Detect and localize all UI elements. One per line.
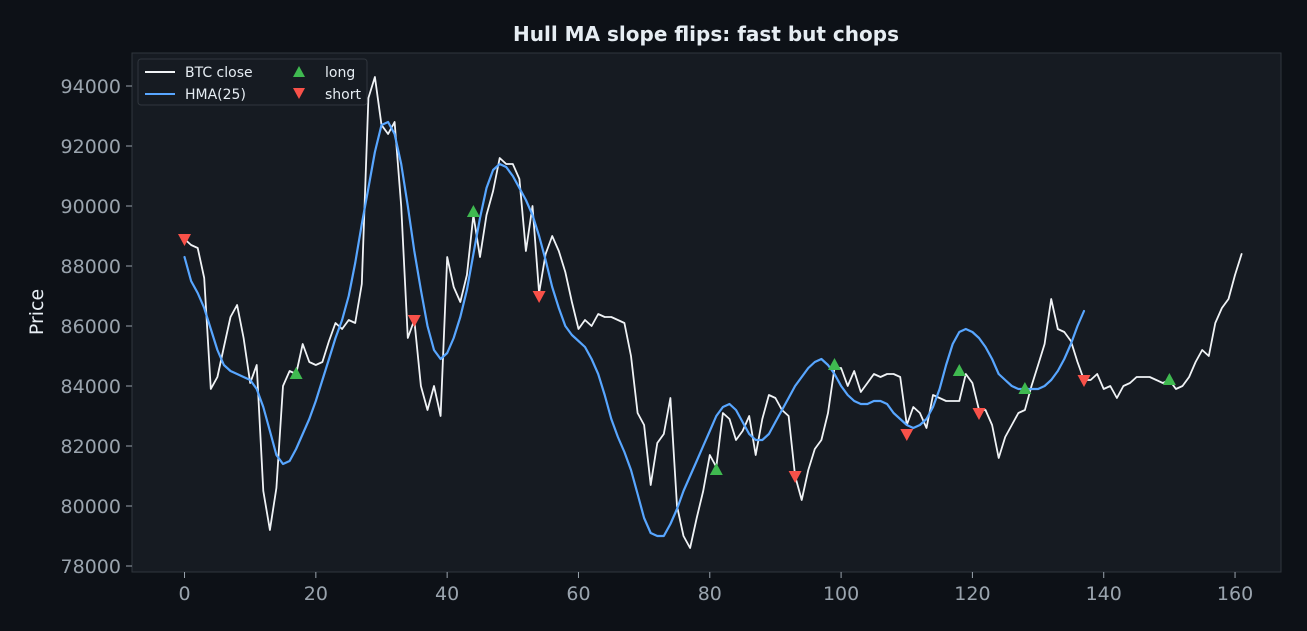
long-signal-marker xyxy=(1162,373,1176,385)
y-tick-label: 82000 xyxy=(61,436,121,458)
x-tick-label: 40 xyxy=(435,583,459,605)
legend-label-long: long xyxy=(325,65,355,81)
series-layer xyxy=(183,76,1243,549)
chart-title: Hull MA slope flips: fast but chops xyxy=(513,22,899,46)
short-signal-marker xyxy=(178,234,191,246)
legend-frame xyxy=(137,58,368,106)
legend-swatch-long-triangle-up-icon xyxy=(293,66,305,77)
y-tick-label: 90000 xyxy=(61,196,121,218)
legend-label-short: short xyxy=(325,87,361,103)
y-axis: 78000 80000 82000 84000 86000 88000 90000 92000… xyxy=(61,76,132,578)
signal-markers xyxy=(178,205,1176,483)
x-tick-label: 140 xyxy=(1086,583,1122,605)
y-tick-label: 78000 xyxy=(61,556,121,578)
y-tick-label: 94000 xyxy=(61,76,121,98)
short-signal-marker xyxy=(532,291,546,303)
short-signal-marker xyxy=(900,429,914,441)
short-signal-marker xyxy=(1077,375,1091,387)
long-signal-marker xyxy=(828,358,841,370)
x-tick-label: 120 xyxy=(954,583,990,605)
long-signal-marker xyxy=(709,463,723,475)
hma-line xyxy=(183,120,1086,538)
long-signal-marker xyxy=(289,367,303,379)
y-tick-label: 84000 xyxy=(61,376,121,398)
legend-swatch-short-triangle-down-icon xyxy=(293,88,305,99)
x-tick-label: 100 xyxy=(823,583,859,605)
y-tick-label: 92000 xyxy=(61,136,121,158)
x-tick-label: 60 xyxy=(566,583,590,605)
legend: BTC close HMA(25) long short xyxy=(137,58,368,106)
x-tick-label: 160 xyxy=(1217,583,1253,605)
short-signal-marker xyxy=(788,471,802,483)
legend-label-btc: BTC close xyxy=(185,65,253,81)
y-tick-label: 88000 xyxy=(61,256,121,278)
y-axis-label: Price xyxy=(26,289,48,335)
y-tick-label: 80000 xyxy=(61,496,121,518)
long-signal-marker xyxy=(952,364,966,376)
legend-label-hma: HMA(25) xyxy=(185,87,246,103)
btc-close-line xyxy=(183,76,1243,549)
y-tick-label: 86000 xyxy=(61,316,121,338)
short-signal-marker xyxy=(407,315,421,327)
long-signal-marker xyxy=(466,205,480,217)
x-tick-label: 80 xyxy=(698,583,722,605)
x-axis: 0 20 40 60 80 100 120 140 160 xyxy=(178,572,1253,605)
x-tick-label: 0 xyxy=(178,583,190,605)
long-signal-marker xyxy=(1018,382,1032,394)
short-signal-marker xyxy=(972,408,986,420)
x-tick-label: 20 xyxy=(304,583,328,605)
plot-area xyxy=(131,52,1282,573)
